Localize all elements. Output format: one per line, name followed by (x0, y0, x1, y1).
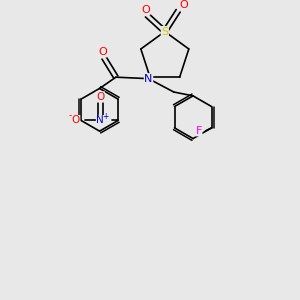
Text: -: - (68, 111, 71, 120)
Text: F: F (196, 126, 202, 136)
Text: O: O (179, 1, 188, 10)
Text: S: S (161, 27, 168, 37)
Text: N: N (96, 116, 104, 125)
Text: O: O (98, 47, 107, 57)
Text: O: O (71, 116, 80, 125)
Text: O: O (141, 5, 150, 15)
Text: O: O (96, 92, 104, 102)
Text: N: N (144, 74, 153, 84)
Text: +: + (102, 112, 109, 121)
